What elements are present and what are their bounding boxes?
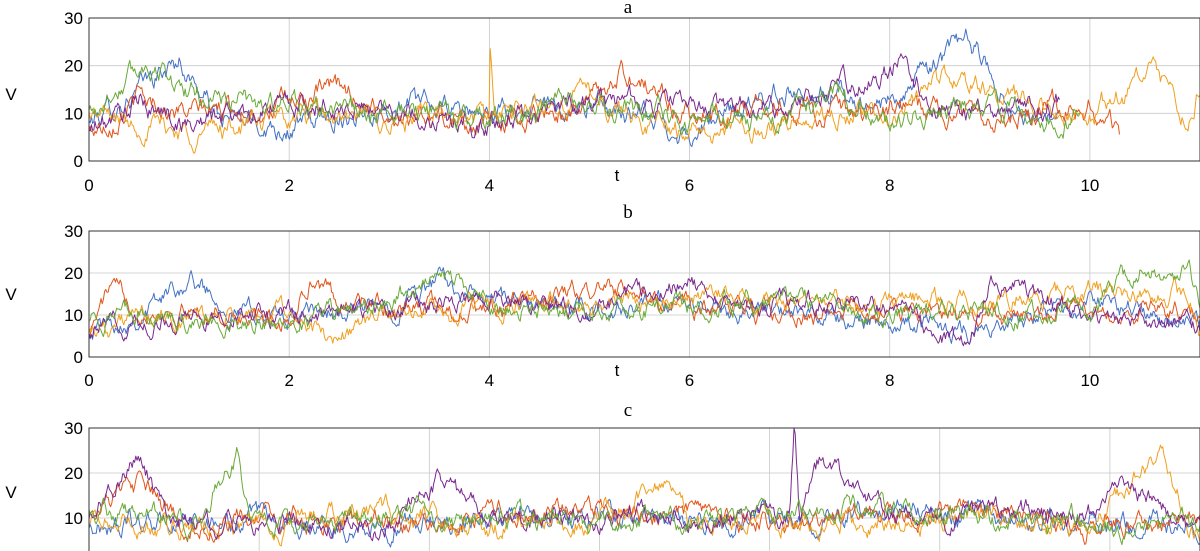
x-tick-label: 0 <box>84 176 93 195</box>
series-line-5 <box>89 259 1200 339</box>
y-axis-label: V <box>5 483 17 502</box>
series-group <box>89 28 1200 154</box>
panel-title: a <box>624 0 633 18</box>
x-tick-label: 2 <box>284 371 293 390</box>
y-tick-label: 0 <box>74 152 83 171</box>
series-line-1 <box>89 266 1200 345</box>
y-tick-label: 10 <box>64 509 83 528</box>
panel-frame <box>88 427 1200 551</box>
y-tick-label: 30 <box>64 419 83 438</box>
y-tick-label: 0 <box>74 348 83 367</box>
y-tick-label: 20 <box>64 264 83 283</box>
y-tick-label: 30 <box>64 9 83 28</box>
y-axis-label: V <box>5 85 17 104</box>
series-line-1 <box>89 28 1060 147</box>
panel-title: b <box>623 202 633 223</box>
y-tick-label: 20 <box>64 57 83 76</box>
series-line-4 <box>89 428 1200 542</box>
y-tick-label: 10 <box>64 306 83 325</box>
y-tick-label: 10 <box>64 104 83 123</box>
x-tick-label: 8 <box>885 176 894 195</box>
series-group <box>89 259 1200 347</box>
x-tick-label: 4 <box>485 371 494 390</box>
chart-panel-c: 0102030cV <box>5 400 1200 551</box>
x-tick-label: 6 <box>685 371 694 390</box>
y-axis-label: V <box>5 285 17 304</box>
panel-title: c <box>624 400 632 421</box>
series-line-3 <box>89 48 1200 154</box>
x-tick-label: 10 <box>1080 176 1099 195</box>
x-tick-label: 2 <box>284 176 293 195</box>
chart-panel-b: 0 10 20 30 0 2 4 6 8 10 b Vt <box>5 202 1200 390</box>
panel-frame <box>88 17 1200 162</box>
series-line-5 <box>89 447 1200 546</box>
x-axis-label: t <box>615 166 620 185</box>
x-tick-label: 4 <box>485 176 494 195</box>
x-tick-label: 6 <box>685 176 694 195</box>
x-tick-label: 8 <box>885 371 894 390</box>
panel-frame <box>88 230 1200 358</box>
y-tick-label: 30 <box>64 222 83 241</box>
series-line-5 <box>89 59 1081 139</box>
x-axis-label: t <box>615 361 620 380</box>
x-tick-label: 0 <box>84 371 93 390</box>
y-tick-label: 20 <box>64 464 83 483</box>
series-line-4 <box>89 53 1060 139</box>
chart-panel-a: 0 10 20 30 0 2 4 6 8 10 a Vt <box>5 0 1200 195</box>
series-line-2 <box>89 59 1120 139</box>
x-tick-label: 10 <box>1080 371 1099 390</box>
series-line-3 <box>89 277 1200 344</box>
series-line-4 <box>89 275 1200 347</box>
series-group <box>89 428 1200 548</box>
